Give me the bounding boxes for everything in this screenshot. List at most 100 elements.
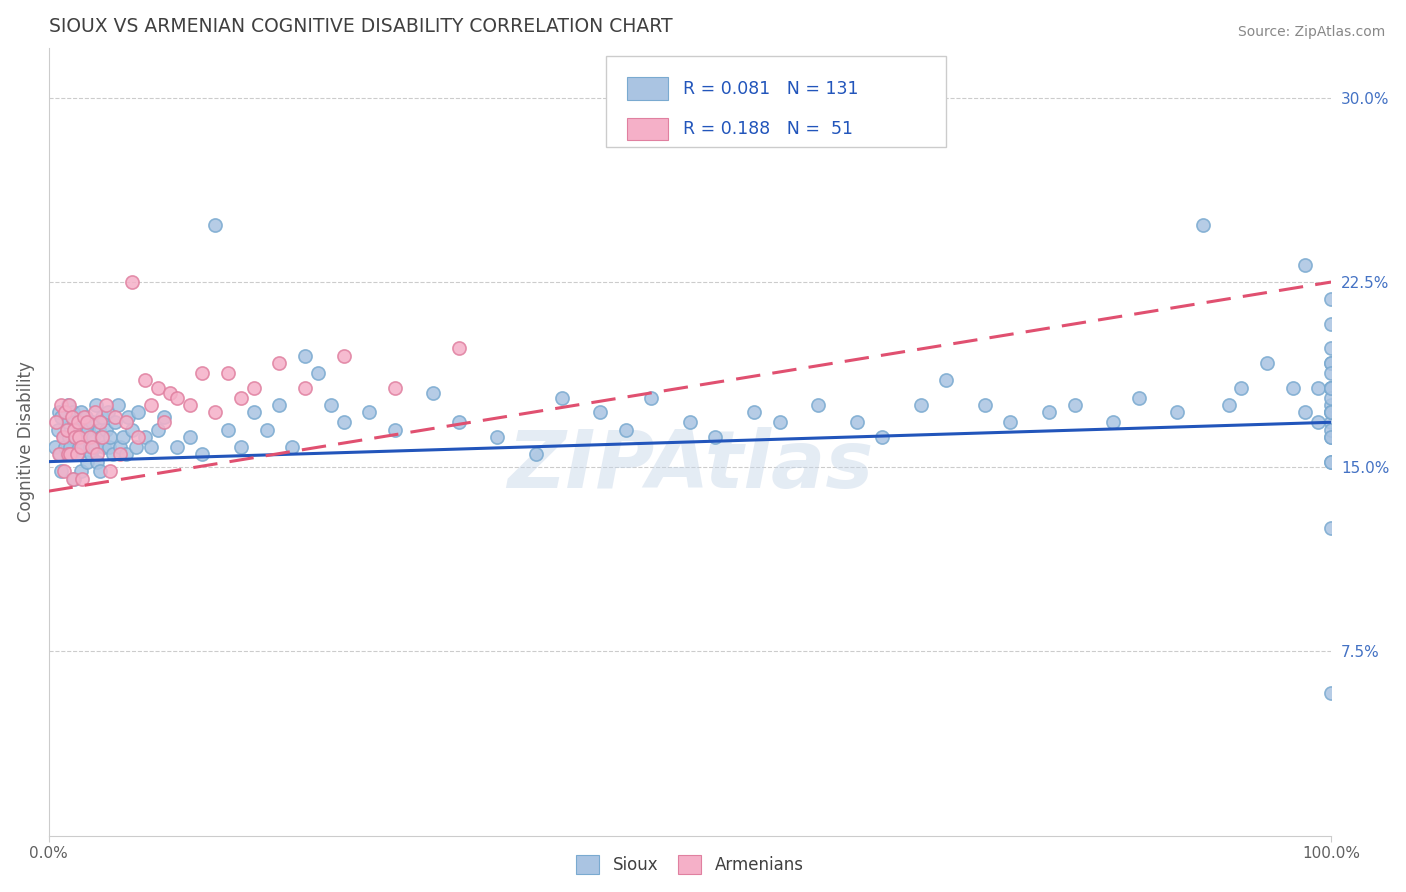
- Point: [79, 440, 101, 454]
- Point: [70, 430, 93, 444]
- Point: [447, 342, 470, 356]
- FancyBboxPatch shape: [627, 78, 668, 100]
- Point: [159, 385, 181, 400]
- Point: [55, 423, 77, 437]
- Point: [82, 430, 104, 444]
- Point: [1308, 415, 1330, 429]
- Point: [1038, 405, 1060, 419]
- Point: [1166, 405, 1188, 419]
- Point: [1000, 415, 1022, 429]
- Point: [1294, 258, 1316, 272]
- Point: [134, 374, 156, 388]
- Point: [96, 423, 118, 437]
- Point: [217, 423, 239, 437]
- Point: [1320, 455, 1343, 469]
- Point: [96, 405, 118, 419]
- Point: [66, 447, 89, 461]
- Point: [1320, 686, 1343, 700]
- Point: [1063, 398, 1085, 412]
- Point: [86, 447, 108, 461]
- Point: [60, 410, 83, 425]
- Point: [104, 415, 127, 429]
- Point: [973, 398, 995, 412]
- Point: [56, 447, 79, 461]
- Point: [269, 356, 291, 370]
- Point: [1320, 381, 1343, 395]
- Point: [1320, 521, 1343, 535]
- Point: [422, 385, 444, 400]
- Point: [60, 447, 83, 461]
- Point: [51, 465, 73, 479]
- Point: [97, 440, 120, 454]
- Point: [110, 440, 132, 454]
- Point: [256, 423, 278, 437]
- Point: [93, 440, 115, 454]
- Point: [935, 374, 957, 388]
- Point: [294, 349, 316, 363]
- Text: R = 0.081   N = 131: R = 0.081 N = 131: [683, 80, 859, 98]
- Point: [332, 415, 354, 429]
- Point: [384, 423, 406, 437]
- Point: [242, 405, 264, 419]
- Point: [217, 366, 239, 380]
- Point: [46, 423, 69, 437]
- Point: [121, 423, 143, 437]
- Point: [1320, 423, 1343, 437]
- Point: [1281, 381, 1303, 395]
- Point: [242, 381, 264, 395]
- Legend: Sioux, Armenians: Sioux, Armenians: [568, 847, 813, 882]
- Point: [1102, 415, 1125, 429]
- Point: [111, 430, 134, 444]
- Point: [1320, 398, 1343, 412]
- Point: [79, 430, 101, 444]
- Point: [1320, 405, 1343, 419]
- Text: R = 0.188   N =  51: R = 0.188 N = 51: [683, 120, 853, 138]
- Point: [1320, 381, 1343, 395]
- Point: [56, 398, 79, 412]
- Point: [1320, 391, 1343, 405]
- Point: [76, 455, 98, 469]
- Point: [69, 440, 91, 454]
- Point: [486, 430, 509, 444]
- Point: [45, 415, 67, 429]
- Point: [52, 430, 75, 444]
- Point: [127, 405, 149, 419]
- Point: [550, 391, 572, 405]
- Point: [67, 423, 90, 437]
- Text: SIOUX VS ARMENIAN COGNITIVE DISABILITY CORRELATION CHART: SIOUX VS ARMENIAN COGNITIVE DISABILITY C…: [49, 17, 672, 36]
- Point: [1320, 415, 1343, 429]
- Point: [82, 440, 104, 454]
- Point: [146, 381, 169, 395]
- Point: [1192, 219, 1215, 233]
- FancyBboxPatch shape: [606, 56, 946, 147]
- Point: [1320, 366, 1343, 380]
- Point: [91, 430, 114, 444]
- Point: [51, 410, 73, 425]
- Point: [87, 423, 110, 437]
- Text: ZIPAtlas: ZIPAtlas: [506, 426, 873, 505]
- Point: [359, 405, 381, 419]
- Point: [179, 430, 201, 444]
- Point: [65, 430, 87, 444]
- Point: [82, 415, 104, 429]
- Point: [48, 447, 70, 461]
- Point: [307, 366, 329, 380]
- Point: [141, 398, 163, 412]
- Point: [72, 440, 94, 454]
- Point: [121, 275, 143, 289]
- Point: [48, 405, 70, 419]
- Point: [146, 423, 169, 437]
- Point: [204, 405, 226, 419]
- Point: [1230, 381, 1253, 395]
- Point: [90, 430, 112, 444]
- Point: [67, 440, 90, 454]
- Point: [870, 430, 893, 444]
- Point: [114, 415, 136, 429]
- Point: [1320, 430, 1343, 444]
- Point: [53, 405, 76, 419]
- Point: [1320, 317, 1343, 331]
- Point: [1320, 356, 1343, 370]
- Point: [98, 430, 121, 444]
- Point: [63, 472, 86, 486]
- Point: [101, 447, 124, 461]
